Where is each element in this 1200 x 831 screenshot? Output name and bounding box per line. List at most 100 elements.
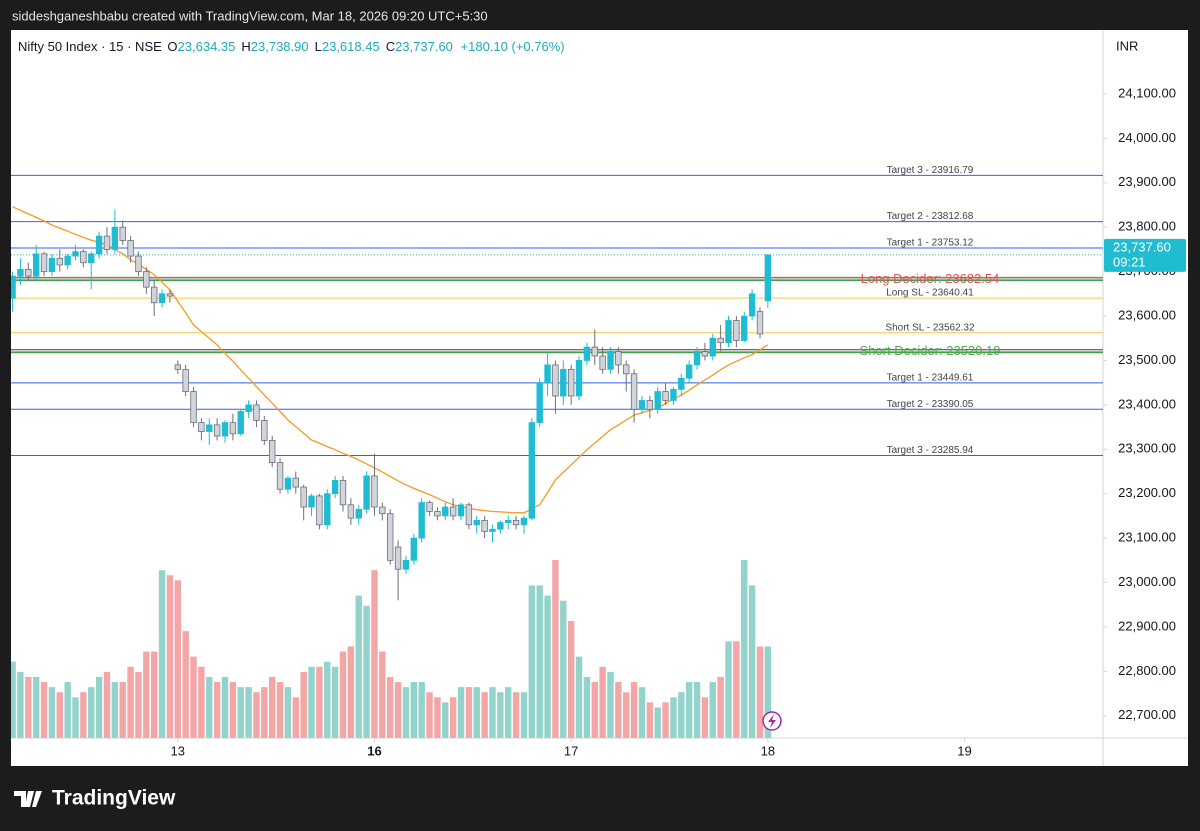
candle-body: [80, 251, 87, 264]
candle-body: [457, 504, 465, 517]
currency: INR: [1116, 38, 1138, 53]
level-label: Short Decider: 23520.19: [860, 343, 1001, 358]
last-price-time: 09:21: [1113, 254, 1146, 269]
candle-body: [615, 351, 622, 366]
ohlc-key: L: [314, 39, 322, 54]
ohlc-legend: O23,634.35 H23,738.90 L23,618.45 C23,737.60: [165, 39, 457, 54]
volume-bar: [505, 687, 512, 738]
volume-bar: [434, 697, 441, 738]
volume-bar: [300, 671, 307, 738]
volume-bar: [670, 697, 677, 738]
volume-bar: [607, 671, 614, 738]
volume-bar: [111, 682, 119, 738]
candle-body: [591, 346, 598, 357]
y-tick-label: 23,000.00: [1118, 574, 1176, 589]
last-price-label: 23,737.60: [1113, 239, 1171, 254]
candle-body: [748, 293, 756, 317]
volume-bar: [678, 692, 685, 738]
volume-bar: [662, 702, 669, 738]
candle-body: [402, 559, 410, 570]
volume-bar: [56, 692, 63, 738]
volume-bar: [253, 692, 260, 738]
volume-bar: [127, 666, 134, 738]
volume-bar: [174, 580, 181, 738]
candle-body: [465, 504, 473, 526]
volume-bar: [489, 687, 496, 738]
y-tick-label: 23,300.00: [1118, 441, 1176, 456]
candle-body: [174, 364, 181, 370]
volume-bar: [229, 682, 237, 738]
volume-bar: [741, 560, 748, 738]
volume-bar: [560, 600, 567, 738]
candle-body: [575, 360, 583, 397]
volume-bar: [363, 605, 370, 738]
volume-bar: [764, 646, 772, 738]
candle-body: [245, 404, 252, 412]
candle-body: [166, 293, 174, 297]
candle-body: [143, 271, 150, 288]
volume-bar: [17, 671, 24, 738]
volume-bar: [119, 682, 126, 738]
candle-body: [638, 400, 646, 410]
volume-bar: [221, 676, 229, 738]
volume-bar: [646, 702, 654, 738]
volume-bar: [638, 687, 646, 738]
volume-bar: [213, 682, 221, 738]
alert-icon: [762, 711, 782, 731]
volume-bar: [143, 651, 150, 738]
x-tick-label: 17: [564, 743, 578, 758]
y-tick-label: 23,900.00: [1118, 174, 1176, 189]
candle-body: [701, 351, 709, 357]
volume-bar: [261, 687, 268, 738]
candle-body: [355, 508, 362, 519]
candle-body: [72, 251, 79, 257]
candle-body: [410, 537, 418, 561]
candle-body: [182, 368, 189, 392]
candle-body: [190, 391, 197, 424]
candle-body: [442, 506, 449, 517]
ohlc-key: C: [385, 39, 396, 54]
candle-body: [261, 420, 268, 441]
candle-body: [536, 382, 543, 424]
change: +180.10 (+0.76%): [460, 39, 565, 54]
candle-body: [544, 364, 551, 384]
candle-body: [371, 475, 378, 508]
candle-body: [583, 346, 591, 361]
candle-body: [693, 351, 701, 366]
volume-bar: [339, 651, 347, 738]
volume-bar: [394, 682, 402, 738]
legend-header: Nifty 50 Index · 15 · NSE O23,634.35 H23,…: [18, 39, 569, 54]
volume-bar: [316, 666, 323, 738]
volume-bar: [88, 687, 95, 738]
y-tick-label: 23,100.00: [1118, 530, 1176, 545]
volume-bar: [64, 682, 71, 738]
candle-body: [292, 477, 300, 488]
volume-bar: [442, 702, 449, 738]
brand-logo: [14, 791, 42, 807]
volume-bar: [465, 687, 473, 738]
volume-bar: [544, 595, 551, 738]
candle-body: [316, 495, 323, 526]
candle-body: [56, 257, 63, 266]
candle-body: [158, 293, 166, 304]
candle-body: [150, 286, 158, 304]
candle-body: [25, 269, 32, 277]
candle-body: [198, 422, 205, 432]
volume-bar: [693, 682, 701, 738]
candle-body: [426, 502, 433, 512]
volume-bar: [457, 687, 465, 738]
candle-body: [284, 477, 292, 490]
ohlc-value: 23,737.60: [395, 39, 453, 54]
volume-bar: [32, 676, 40, 738]
candle-body: [11, 275, 16, 299]
candle-body: [473, 519, 480, 526]
level-label: Long Decider: 23682.54: [861, 271, 1000, 286]
candle-body: [489, 528, 496, 532]
volume-bar: [449, 697, 457, 738]
candle-body: [552, 364, 559, 397]
y-tick-label: 23,200.00: [1118, 485, 1176, 500]
volume-bar: [748, 585, 756, 738]
candle-body: [300, 486, 307, 508]
candle-body: [434, 511, 441, 517]
y-tick-label: 23,600.00: [1118, 307, 1176, 322]
